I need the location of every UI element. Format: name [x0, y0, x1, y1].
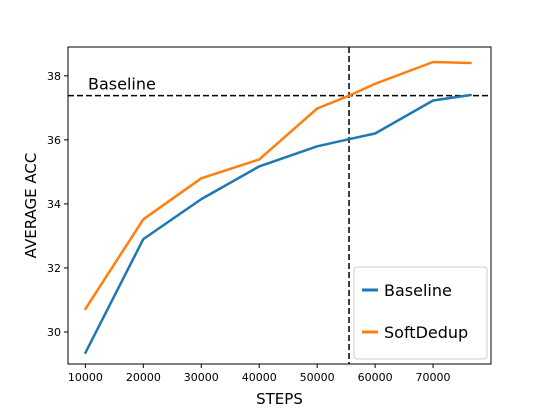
y-axis-title: AVERAGE ACC [22, 153, 40, 259]
x-tick-label: 30000 [184, 371, 219, 384]
legend: Baseline SoftDedup [353, 266, 488, 360]
x-tick-label: 10000 [68, 371, 103, 384]
series-line-baseline [84, 93, 472, 355]
reference-lines [68, 47, 491, 364]
baseline-reference-label: Baseline [88, 75, 156, 94]
x-tick-label: 60000 [358, 371, 393, 384]
y-tick-label: 38 [47, 70, 61, 83]
y-tick-label: 32 [47, 262, 61, 275]
x-tick-label: 20000 [126, 371, 161, 384]
x-axis-title: STEPS [256, 390, 303, 408]
series-layer [84, 60, 472, 355]
axis-ticks: 10000 20000 30000 40000 50000 60000 70000 30 32 3… [47, 70, 451, 384]
legend-label-baseline: Baseline [384, 281, 452, 300]
legend-label-softdedup: SoftDedup [384, 323, 468, 342]
y-tick-label: 36 [47, 134, 61, 147]
plot-frame [67, 46, 492, 365]
x-tick-label: 50000 [300, 371, 335, 384]
series-line-softdedup [84, 60, 472, 311]
x-tick-label: 70000 [416, 371, 451, 384]
y-tick-label: 34 [47, 198, 61, 211]
y-tick-label: 30 [47, 326, 61, 339]
x-tick-label: 40000 [242, 371, 277, 384]
legend-box [353, 266, 488, 360]
